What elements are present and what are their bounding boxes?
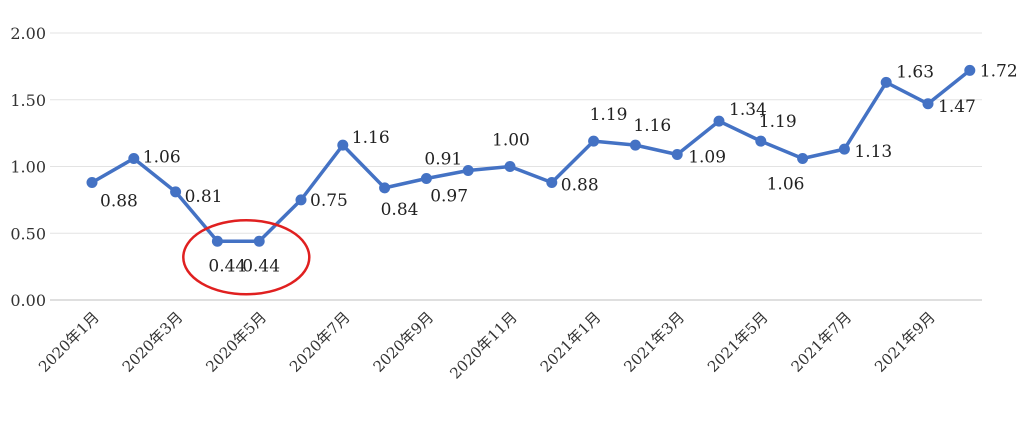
data-label: 0.44 — [242, 256, 280, 276]
x-tick-label: 2020年11月 — [446, 308, 520, 382]
data-point — [922, 98, 934, 110]
data-point — [671, 148, 683, 160]
y-axis-ticks: 0.00 0.50 1.00 1.50 2.00 — [10, 24, 46, 310]
highlight-ellipse — [182, 219, 311, 296]
data-point — [337, 139, 349, 151]
data-label: 1.06 — [767, 174, 805, 194]
data-label: 1.09 — [688, 147, 726, 167]
data-point — [379, 182, 391, 194]
x-tick-label: 2020年5月 — [202, 308, 270, 376]
data-label: 0.75 — [310, 191, 348, 211]
data-point — [253, 235, 265, 247]
x-tick-label: 2020年1月 — [35, 308, 103, 376]
y-tick-label: 0.50 — [10, 224, 46, 243]
data-point — [838, 143, 850, 155]
data-point — [629, 139, 641, 151]
data-label: 0.84 — [381, 200, 419, 220]
data-point — [713, 115, 725, 127]
data-label: 1.06 — [143, 147, 181, 167]
x-tick-label: 2021年9月 — [871, 308, 939, 376]
data-point — [504, 161, 516, 172]
data-label: 0.88 — [100, 192, 138, 212]
x-tick-label: 2020年3月 — [119, 308, 187, 376]
data-label: 1.72 — [980, 61, 1018, 81]
y-tick-label: 1.00 — [10, 158, 46, 177]
data-point — [546, 177, 558, 189]
data-point — [755, 135, 767, 147]
data-label: 1.34 — [729, 100, 767, 120]
data-label: 0.88 — [561, 176, 599, 196]
data-label: 1.16 — [352, 128, 390, 148]
x-tick-label: 2021年7月 — [788, 308, 856, 376]
data-point — [964, 64, 976, 76]
data-point — [211, 235, 223, 247]
gridlines — [50, 32, 982, 301]
data-label: 0.91 — [424, 150, 462, 170]
data-label: 1.19 — [759, 112, 797, 132]
y-tick-label: 2.00 — [10, 24, 46, 43]
data-label: 1.19 — [590, 105, 628, 125]
data-point — [797, 152, 809, 164]
data-label: 1.00 — [492, 131, 530, 151]
x-tick-label: 2021年5月 — [704, 308, 772, 376]
data-point — [880, 76, 892, 88]
data-label: 1.63 — [896, 62, 934, 82]
data-point — [170, 186, 182, 198]
data-label: 0.81 — [185, 187, 223, 207]
data-label: 1.16 — [633, 116, 671, 136]
data-labels: 0.881.060.810.440.440.751.160.840.910.97… — [100, 61, 1018, 276]
data-label: 1.13 — [854, 142, 892, 162]
data-label: 1.47 — [938, 97, 976, 117]
series-line — [91, 69, 971, 244]
x-tick-label: 2021年3月 — [620, 308, 688, 376]
data-point — [420, 173, 432, 185]
y-tick-label: 1.50 — [10, 91, 46, 110]
x-axis-ticks: 2020年1月 2020年3月 2020年5月 2020年7月 2020年9月 2020年… — [35, 308, 939, 382]
data-point — [588, 135, 600, 147]
data-point — [128, 152, 140, 164]
x-tick-label: 2020年7月 — [286, 308, 354, 376]
data-label: 0.44 — [208, 256, 246, 276]
x-tick-label: 2021年1月 — [537, 308, 605, 376]
data-points — [86, 64, 976, 247]
data-point — [295, 194, 307, 206]
data-point — [86, 177, 98, 189]
y-tick-label: 0.00 — [10, 291, 46, 310]
data-label: 0.97 — [430, 187, 468, 207]
data-point — [462, 165, 474, 177]
x-tick-label: 2020年9月 — [370, 308, 438, 376]
